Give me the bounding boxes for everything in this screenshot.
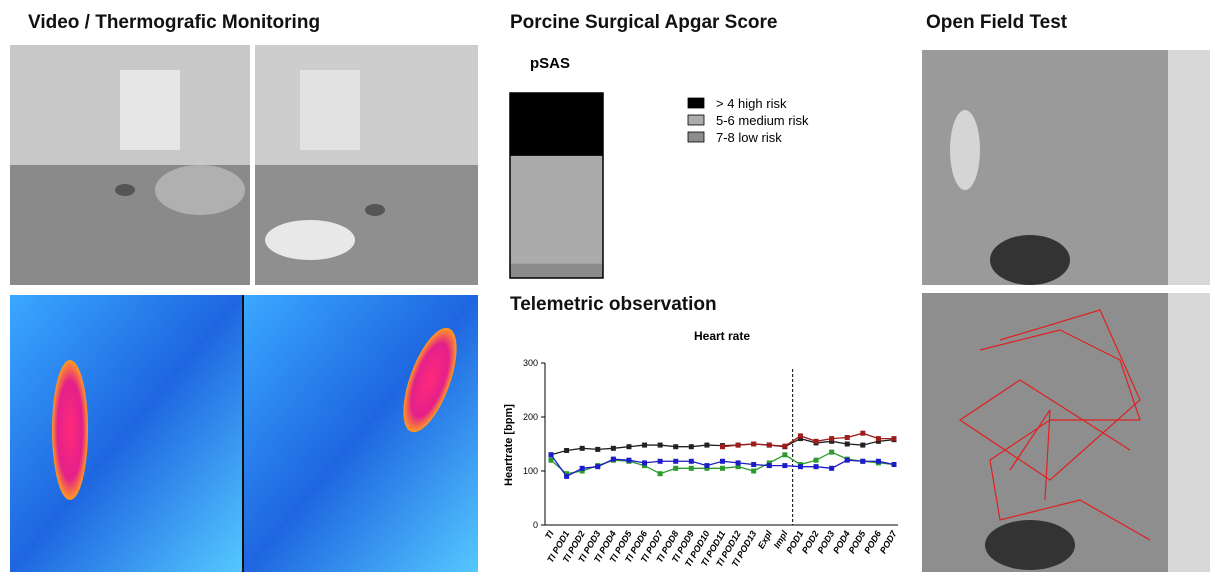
x-tick-label: Expl — [756, 529, 774, 551]
data-point — [751, 468, 757, 474]
data-point — [673, 444, 679, 450]
data-point — [657, 471, 663, 477]
y-tick-label: 0 — [533, 520, 538, 530]
x-tick-label: POD7 — [878, 528, 899, 555]
chart-title: pSAS — [530, 55, 570, 72]
data-point — [766, 463, 772, 469]
data-point — [797, 436, 803, 442]
data-point — [720, 444, 725, 450]
panel-title: Open Field Test — [926, 12, 1068, 33]
data-point — [626, 444, 632, 450]
data-point — [797, 433, 803, 439]
data-point — [688, 444, 694, 450]
data-point — [642, 463, 648, 469]
thermal-image — [10, 295, 478, 572]
data-point — [688, 465, 694, 471]
data-point — [610, 445, 616, 451]
data-point — [875, 458, 881, 464]
data-point — [766, 442, 772, 448]
data-point — [829, 436, 835, 442]
data-point — [782, 443, 788, 449]
data-point — [720, 465, 725, 471]
data-point — [548, 452, 554, 458]
data-point — [813, 464, 819, 470]
data-point — [860, 430, 866, 436]
data-point — [642, 442, 648, 448]
data-point — [829, 465, 835, 471]
legend-swatch — [687, 114, 705, 126]
data-point — [673, 458, 679, 464]
video-image — [10, 45, 478, 285]
legend-label: 7-8 low risk — [716, 130, 782, 145]
data-point — [688, 458, 694, 464]
data-point — [704, 442, 710, 448]
panel-title: Telemetric observation — [510, 294, 717, 315]
data-point — [657, 442, 663, 448]
data-point — [704, 465, 710, 471]
data-point — [548, 457, 554, 463]
data-point — [844, 435, 850, 441]
data-point — [735, 464, 741, 470]
data-point — [673, 465, 679, 471]
data-point — [626, 457, 632, 463]
chart-title: Heart rate — [694, 329, 750, 343]
y-tick-label: 200 — [523, 412, 538, 422]
data-point — [875, 436, 881, 442]
data-point — [751, 441, 757, 447]
bar-segment — [510, 155, 603, 264]
data-point — [751, 462, 757, 468]
x-tick-label: TI — [543, 529, 556, 541]
series-line — [550, 454, 895, 478]
data-point — [579, 468, 585, 474]
data-point — [579, 445, 585, 451]
y-tick-label: 300 — [523, 358, 538, 368]
bar-segment — [510, 93, 603, 156]
series-line — [722, 432, 894, 448]
data-point — [657, 458, 663, 464]
open-field-image — [922, 50, 1210, 572]
data-point — [860, 458, 866, 464]
data-point — [579, 465, 585, 471]
legend-label: 5-6 medium risk — [716, 113, 809, 128]
panel-title: Porcine Surgical Apgar Score — [510, 12, 778, 33]
data-point — [720, 458, 725, 464]
legend-swatch — [687, 97, 705, 109]
data-point — [735, 442, 741, 448]
data-point — [891, 462, 897, 468]
panel-title: Video / Thermografic Monitoring — [28, 12, 320, 33]
data-point — [891, 436, 897, 442]
data-point — [782, 463, 788, 469]
data-point — [875, 438, 881, 444]
data-point — [813, 438, 819, 444]
data-point — [844, 457, 850, 463]
data-point — [564, 473, 570, 479]
data-point — [610, 456, 616, 462]
data-point — [704, 463, 710, 469]
data-point — [564, 447, 570, 453]
data-point — [595, 464, 601, 470]
bar-segment — [510, 263, 603, 278]
data-point — [813, 457, 819, 463]
data-point — [844, 441, 850, 447]
legend-label: > 4 high risk — [716, 96, 787, 111]
data-point — [829, 449, 835, 455]
data-point — [782, 452, 788, 458]
data-point — [564, 471, 570, 477]
data-point — [797, 464, 803, 470]
y-axis-label: Heartrate [bpm] — [503, 404, 515, 486]
bar-outline — [509, 92, 604, 279]
data-point — [642, 460, 648, 466]
data-point — [595, 446, 601, 452]
data-point — [829, 438, 835, 444]
data-point — [735, 460, 741, 466]
y-tick-label: 100 — [523, 466, 538, 476]
data-point — [860, 442, 866, 448]
legend-swatch — [687, 131, 705, 143]
data-point — [766, 460, 772, 466]
stacked-bar-chart: > 4 high risk 5-6 medium risk 7-8 low risk — [509, 92, 809, 279]
